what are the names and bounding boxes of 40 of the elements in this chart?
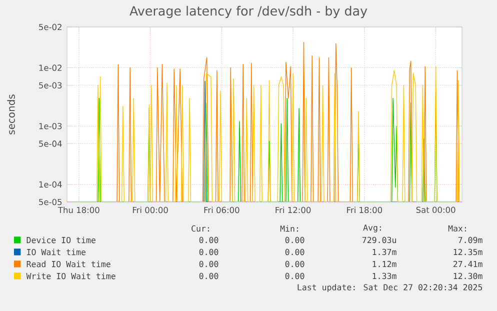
chart-title: Average latency for /dev/sdh - by day xyxy=(130,6,368,18)
text: Avg: xyxy=(363,224,381,232)
text: 0.00 xyxy=(285,272,304,280)
text: 7.09m xyxy=(458,236,482,244)
text: 1.37m xyxy=(372,248,396,256)
text: 1.12m xyxy=(372,260,396,268)
text: 0.00 xyxy=(285,260,304,268)
text: Max: xyxy=(448,225,466,232)
text: Min: xyxy=(280,225,298,232)
y-tick-label: 5e-05 xyxy=(39,198,62,206)
text: 0.00 xyxy=(285,248,304,256)
x-tick-label: Fri 12:00 xyxy=(276,206,311,214)
y-tick-label: 1e-03 xyxy=(39,122,62,130)
text: 27.41m xyxy=(453,260,482,268)
text: 1.33m xyxy=(372,272,396,280)
text: 0.00 xyxy=(199,272,218,280)
text: 0.00 xyxy=(199,260,218,268)
text: 0.00 xyxy=(285,236,304,244)
text: Last update: Sat Dec 27 02:20:34 2025 xyxy=(298,284,482,292)
text: 12.30m xyxy=(454,272,482,280)
x-tick-label: Fri 18:00 xyxy=(347,206,382,214)
x-tick-label: Sat 00:00 xyxy=(416,206,456,213)
legend-label: Write IO Wait time xyxy=(26,272,116,280)
y-axis-title: seconds xyxy=(7,94,15,134)
text: Cur: xyxy=(192,225,209,232)
text: 0.00 xyxy=(199,236,218,244)
y-tick-label: 5e-02 xyxy=(39,24,62,30)
text: 12.35m xyxy=(454,248,482,256)
x-tick-label: Fri 06:00 xyxy=(204,206,240,214)
y-tick-label: 1e-04 xyxy=(39,181,62,188)
legend-label: Device IO time xyxy=(26,236,96,244)
y-tick-label: 1e-02 xyxy=(39,64,62,71)
y-tick-label: 5e-04 xyxy=(39,140,62,147)
legend-label: IO Wait time xyxy=(27,248,86,256)
text: 0.00 xyxy=(199,248,218,256)
legend-label: Read IO Wait time xyxy=(26,260,110,268)
y-tick-label: 5e-03 xyxy=(39,82,62,88)
x-tick-label: Thu 18:00 xyxy=(58,206,100,214)
text: 729.03u xyxy=(362,236,396,244)
x-tick-label: Fri 00:00 xyxy=(132,206,168,214)
